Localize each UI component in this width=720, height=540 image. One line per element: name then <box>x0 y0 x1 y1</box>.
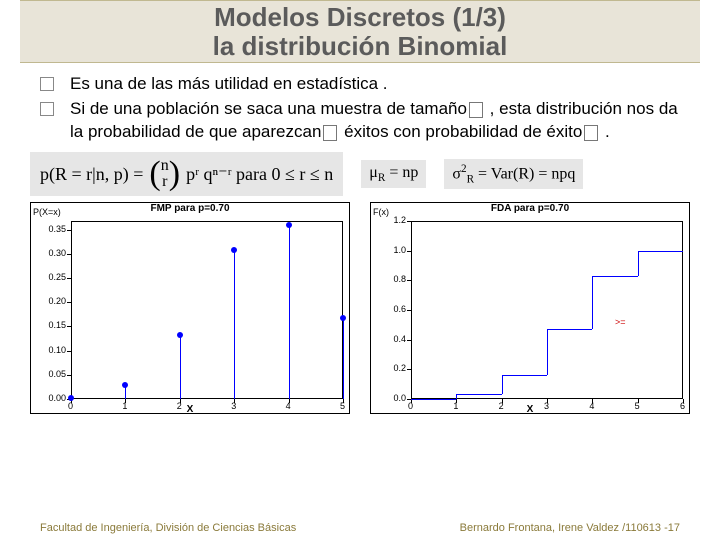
bullet-2c: éxitos con probabilidad de éxito <box>344 122 582 141</box>
step-v <box>592 276 593 329</box>
ytick-label: 0.8 <box>393 274 406 284</box>
marker <box>340 315 346 321</box>
pmf-chart: FMP para p=0.70P(X=x) X 0.00 0.05 0.10 0.15 0.… <box>30 202 350 414</box>
pmf-rhs: pʳ qⁿ⁻ʳ para 0 ≤ r ≤ n <box>186 164 333 185</box>
bullet-box-icon <box>40 102 54 116</box>
ytick-label: 0.2 <box>393 363 406 373</box>
step-v <box>638 251 639 276</box>
bullet-2-text: Si de una población se saca una muestra … <box>70 98 680 144</box>
var-r-icon <box>323 125 337 141</box>
step-v <box>502 375 503 395</box>
marker <box>177 332 183 338</box>
marker <box>122 382 128 388</box>
footer-left: Facultad de Ingeniería, División de Cien… <box>40 522 296 534</box>
bullet-box-icon <box>40 77 54 91</box>
marker <box>286 222 292 228</box>
charts-row: FMP para p=0.70P(X=x) X 0.00 0.05 0.10 0.15 0.… <box>0 202 720 414</box>
ytick-label: 0.25 <box>48 272 66 282</box>
bullet-1: Es una de las más utilidad en estadístic… <box>40 73 680 96</box>
stem <box>343 318 344 399</box>
binom-top: n <box>161 158 169 174</box>
ytick-label: 0.35 <box>48 224 66 234</box>
stem <box>180 335 181 399</box>
plot-area <box>71 221 343 399</box>
step-h <box>456 394 501 395</box>
stem <box>234 250 235 399</box>
formula-pmf: p(R = r|n, p) = ( n r ) pʳ qⁿ⁻ʳ para 0 ≤… <box>30 152 343 196</box>
ytick-label: 0.20 <box>48 296 66 306</box>
title-line2: la distribución Binomial <box>213 31 508 61</box>
body-text: Es una de las más utilidad en estadístic… <box>0 63 720 152</box>
cdf-chart: FDA para p=0.70F(x) X 0.0 0.2 0.4 0.6 0.8 1.0 1.… <box>370 202 690 414</box>
pmf-lhs: p(R = r|n, p) = <box>40 164 143 185</box>
ylabel: F(x) <box>373 207 389 217</box>
ytick-label: 0.10 <box>48 345 66 355</box>
marker <box>68 395 74 401</box>
threshold-label: >= <box>615 317 626 327</box>
stem <box>289 225 290 399</box>
chart-title: FMP para p=0.70 <box>31 203 349 214</box>
bullet-2: Si de una población se saca una muestra … <box>40 98 680 144</box>
ylabel: P(X=x) <box>33 207 61 217</box>
step-v <box>547 329 548 375</box>
marker <box>231 247 237 253</box>
ytick-label: 0.0 <box>393 393 406 403</box>
bullet-1-text: Es una de las más utilidad en estadístic… <box>70 73 388 96</box>
ytick-label: 0.00 <box>48 393 66 403</box>
var-p-icon <box>584 125 598 141</box>
step-h <box>411 399 456 400</box>
ytick-label: 1.0 <box>393 245 406 255</box>
ytick-label: 0.30 <box>48 248 66 258</box>
page-title: Modelos Discretos (1/3) la distribución … <box>20 3 700 60</box>
bullet-2d: . <box>600 122 609 141</box>
ytick-label: 1.2 <box>393 215 406 225</box>
title-band: Modelos Discretos (1/3) la distribución … <box>20 0 700 63</box>
chart-title: FDA para p=0.70 <box>371 203 689 214</box>
formula-row: p(R = r|n, p) = ( n r ) pʳ qⁿ⁻ʳ para 0 ≤… <box>0 152 720 202</box>
bullet-2a: Si de una población se saca una muestra … <box>70 99 467 118</box>
ytick-label: 0.4 <box>393 334 406 344</box>
formula-var: σ2R = Var(R) = npq <box>444 159 583 190</box>
step-h <box>592 276 637 277</box>
formula-mean: μR = np <box>361 160 426 188</box>
ytick-label: 0.05 <box>48 369 66 379</box>
xlabel: X <box>187 404 194 415</box>
step-h <box>502 375 547 376</box>
binom-icon: ( n r ) <box>149 158 180 190</box>
xlabel: X <box>527 404 534 415</box>
step-h <box>638 251 683 252</box>
footer: Facultad de Ingeniería, División de Cien… <box>0 522 720 534</box>
footer-right: Bernardo Frontana, Irene Valdez /110613 … <box>460 522 680 534</box>
binom-bot: r <box>162 174 167 190</box>
title-line1: Modelos Discretos (1/3) <box>214 2 506 32</box>
ytick-label: 0.6 <box>393 304 406 314</box>
ytick-label: 0.15 <box>48 320 66 330</box>
var-n-icon <box>469 102 483 118</box>
step-h <box>547 329 592 330</box>
